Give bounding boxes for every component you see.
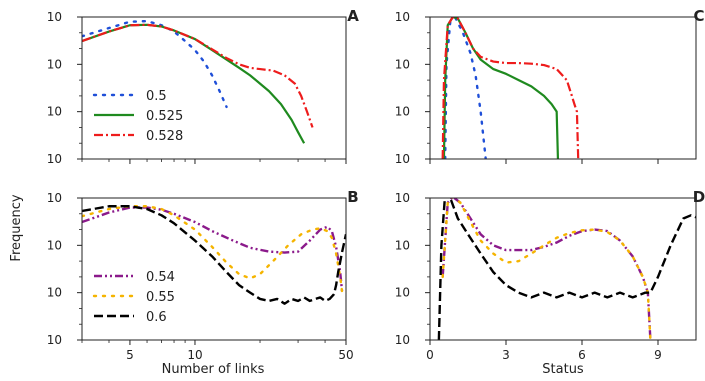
y-tick-label: 10 [47,286,62,300]
x-tick-label: 6 [578,348,586,362]
panel-letter-a: A [347,7,359,25]
y-tick-label: 10 [395,10,410,24]
panel-letter-b: B [347,188,358,206]
y-tick-label: 10 [47,105,62,119]
x-tick-label: 0 [426,348,434,362]
y-tick-label: 10 [47,191,62,205]
x-tick-label: 3 [502,348,510,362]
series-line-0_6 [439,193,696,340]
series-line-0_525 [444,17,558,159]
legend-a: 0.5 0.525 0.528 [94,89,183,144]
panel-letter-c: C [693,7,704,25]
x-tick-label: 10 [187,348,202,362]
y-axis-label: Frequency [9,194,24,261]
series-line-0_55 [82,206,342,292]
legend-label: 0.5 [146,89,167,104]
y-tick-label: 10 [395,238,410,252]
y-tick-label: 10 [395,105,410,119]
panel-letter-d: D [693,188,705,206]
series-line-0_54 [443,197,651,340]
y-tick-label: 10 [47,10,62,24]
series-line-0_528 [82,25,313,128]
legend-label: 0.525 [146,109,183,124]
x-tick-label: 9 [654,348,662,362]
series-line-0_525 [82,25,304,143]
series-line-0_6 [82,206,346,303]
x-tick-label: 50 [338,348,353,362]
series-line-0_55 [443,197,651,340]
y-tick-label: 10 [47,152,62,166]
series-line-0_54 [82,208,342,293]
legend-label: 0.528 [146,129,183,144]
series-line-0_5 [445,18,486,159]
panel-a-frame [82,17,346,159]
x-axis-label-right: Status [542,362,584,377]
y-tick-label: 10 [395,57,410,71]
panel-c-frame [430,17,696,159]
y-tick-label: 10 [47,333,62,347]
legend-label: 0.6 [146,310,167,325]
y-tick-label: 10 [395,333,410,347]
panel-b-frame [82,198,346,340]
legend-b: 0.54 0.55 0.6 [94,270,175,325]
x-axis-label-left: Number of links [162,362,265,377]
y-tick-label: 10 [47,57,62,71]
y-tick-label: 10 [395,191,410,205]
x-tick-label: 5 [126,348,134,362]
y-tick-label: 10 [395,152,410,166]
legend-label: 0.54 [146,270,175,285]
y-tick-label: 10 [395,286,410,300]
y-tick-label: 10 [47,238,62,252]
legend-label: 0.55 [146,290,175,305]
panel-c: 10010−310−610−9 C [395,7,705,166]
